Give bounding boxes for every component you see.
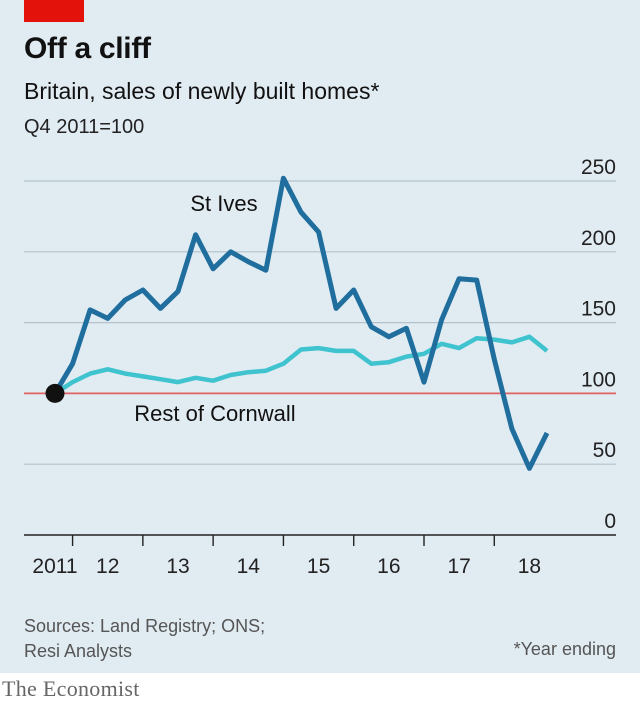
y-tick-label: 50 — [593, 439, 616, 462]
x-tick-label: 2011 — [32, 555, 77, 578]
publisher-logo: The Economist — [2, 676, 140, 701]
x-tick-label: 17 — [447, 555, 470, 578]
x-axis: 2011 12 13 14 15 16 17 18 — [24, 534, 616, 578]
x-tick-label: 13 — [166, 555, 189, 578]
y-axis-labels: 0 50 100 150 200 250 — [581, 156, 616, 533]
chart-panel — [0, 0, 640, 673]
y-tick-label: 250 — [581, 156, 616, 179]
x-tick-label: 18 — [518, 555, 541, 578]
y-tick-label: 0 — [604, 510, 616, 533]
y-tick-label: 100 — [581, 368, 616, 391]
x-tick-label: 16 — [377, 555, 400, 578]
y-tick-label: 150 — [581, 298, 616, 321]
series-labels: St Ives Rest of Cornwall — [134, 191, 295, 426]
x-tick-label: 12 — [96, 555, 119, 578]
source-note: Sources: Land Registry; ONS; Resi Analys… — [24, 616, 266, 661]
series-line-rest-of-cornwall — [53, 334, 549, 396]
series-label-rest-of-cornwall: Rest of Cornwall — [134, 401, 295, 426]
series — [24, 175, 616, 471]
x-tick-label: 14 — [237, 555, 261, 578]
start-marker — [45, 383, 65, 403]
chart-title: Off a cliff — [24, 32, 151, 65]
footnote: *Year ending — [513, 639, 616, 659]
chart-subtitle: Britain, sales of newly built homes* — [24, 78, 380, 104]
brand-tag — [24, 0, 84, 22]
series-label-st-ives: St Ives — [190, 191, 257, 216]
line-chart: 0 50 100 150 200 250 2011 12 13 14 15 16 17 18 St Iv… — [24, 156, 616, 578]
grid — [24, 180, 616, 465]
chart-unit: Q4 2011=100 — [24, 116, 145, 138]
series-line-st-ives — [52, 175, 550, 471]
y-tick-label: 200 — [581, 227, 616, 250]
x-tick-label: 15 — [307, 555, 330, 578]
